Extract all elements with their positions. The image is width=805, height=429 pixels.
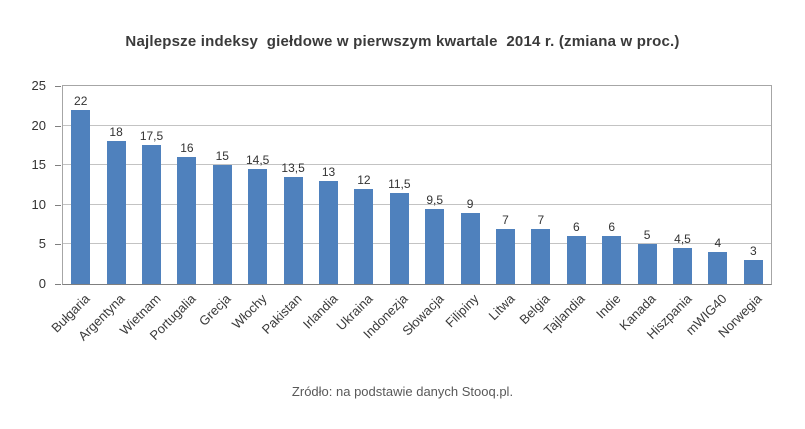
bar-Filipiny <box>460 212 480 284</box>
chart-title: Najlepsze indeksy giełdowe w pierwszym k… <box>125 33 680 50</box>
bar-value-label: 6 <box>608 220 616 235</box>
bar-value-label: 18 <box>109 125 123 140</box>
bar-Hiszpania <box>673 248 692 284</box>
bar-value-label: 11,5 <box>388 176 411 191</box>
bar-value-label: 7 <box>537 212 545 227</box>
bar-Indie <box>602 236 622 284</box>
bar-Kanada <box>637 244 657 284</box>
bar-value-label: 4,5 <box>674 232 691 247</box>
y-tick-label: 0 <box>38 276 46 291</box>
bar-Ukraina <box>354 188 374 284</box>
bar-value-label: 13,5 <box>281 161 305 176</box>
bar-value-label: 14,5 <box>246 153 270 168</box>
bar-Litwa <box>496 228 515 284</box>
bar-value-label: 4 <box>714 236 722 251</box>
bar-value-label: 13 <box>321 165 336 180</box>
bar-value-label: 9 <box>466 196 474 211</box>
bar-value-label: 22 <box>74 93 88 108</box>
bar-Belgia <box>531 228 551 284</box>
bar-Pakistan <box>283 177 303 284</box>
y-tick-mark <box>55 165 61 167</box>
bar-value-label: 16 <box>180 141 194 156</box>
plot-area: 22 18 17,5 16 15 14,5 13,5 13 12 11,5 9,5 9 7 7 6 6 5 4,5… <box>62 85 772 285</box>
bar-Tajlandia <box>566 236 586 284</box>
bar-mWIG40 <box>708 252 728 284</box>
gridline-20 <box>63 124 771 126</box>
bar-Norwegia <box>743 260 763 284</box>
bar-Słowacja <box>425 208 445 284</box>
bar-value-label: 5 <box>643 228 651 243</box>
gridline-15 <box>63 164 771 166</box>
y-tick-mark <box>55 125 61 127</box>
x-axis-labels: Bułgaria Argentyna Wietnam Portugalia Grecja… <box>48 285 772 373</box>
bar-Grecja <box>212 165 232 284</box>
y-tick-mark <box>55 86 61 87</box>
y-tick-label: 10 <box>31 196 46 212</box>
bar-value-label: 12 <box>357 172 371 187</box>
bar-value-label: 3 <box>749 244 757 259</box>
bar-Argentyna <box>106 141 126 284</box>
y-tick-label: 15 <box>31 157 46 173</box>
y-axis: 0 5 10 15 20 25 <box>0 78 62 291</box>
bar-Irlandia <box>319 181 338 284</box>
bar-Indonezja <box>389 192 409 284</box>
gridline-10 <box>63 203 771 205</box>
y-tick-mark <box>55 284 61 285</box>
y-tick-mark <box>55 204 61 206</box>
bar-value-label: 9,5 <box>426 192 444 207</box>
bar-Wietnam <box>142 145 161 284</box>
source-note: Zródło: na podstawie danych Stooq.pl. <box>291 384 514 399</box>
y-tick-label: 5 <box>38 236 46 252</box>
bar-value-label: 6 <box>572 220 580 235</box>
y-tick-mark <box>55 244 61 246</box>
bar-value-label: 7 <box>502 212 509 227</box>
bar-value-label: 17,5 <box>139 129 164 144</box>
bar-Bułgaria <box>71 109 91 284</box>
y-tick-label: 25 <box>31 78 46 93</box>
y-tick-label: 20 <box>31 117 46 133</box>
gridline-5 <box>63 243 771 245</box>
bar-value-label: 15 <box>215 149 229 164</box>
bar-Portugalia <box>177 157 197 284</box>
bar-Włochy <box>248 169 268 284</box>
